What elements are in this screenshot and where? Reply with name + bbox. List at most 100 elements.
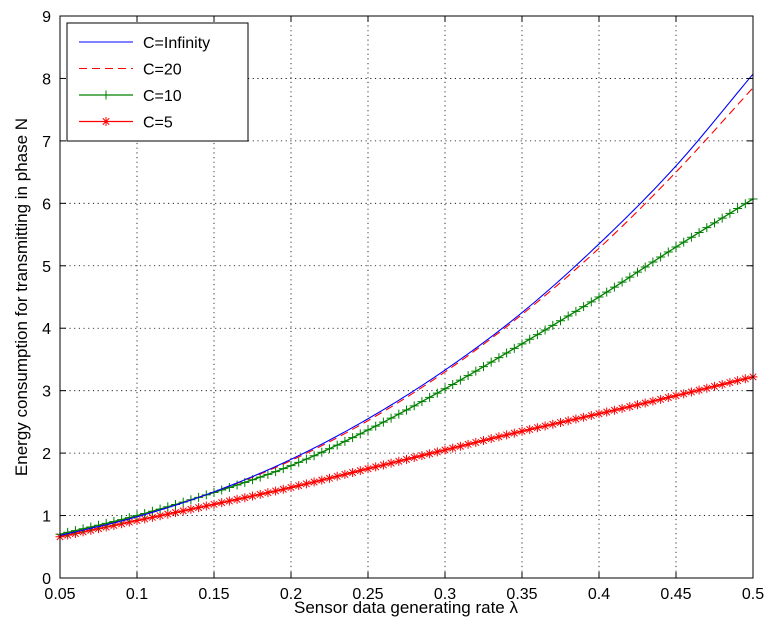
marker — [340, 436, 350, 446]
marker — [286, 461, 296, 471]
marker — [171, 507, 180, 517]
marker — [602, 287, 612, 297]
legend: C=Infinity C=20 C=10 C=5 — [66, 22, 249, 142]
marker — [378, 417, 388, 427]
marker — [594, 409, 604, 419]
x-tick-label: 0.4 — [588, 586, 610, 603]
marker — [432, 388, 442, 398]
marker — [694, 385, 704, 395]
marker — [532, 330, 542, 340]
marker — [525, 424, 535, 434]
marker — [117, 515, 127, 525]
marker — [325, 473, 334, 483]
marker — [733, 204, 743, 214]
marker — [602, 407, 612, 417]
marker — [409, 401, 419, 411]
marker — [594, 292, 604, 302]
marker — [371, 421, 381, 431]
legend-item-c-infinity: C=Infinity — [79, 35, 210, 52]
marker — [625, 402, 635, 412]
marker — [455, 441, 465, 451]
marker — [486, 434, 496, 444]
marker — [317, 475, 327, 485]
marker — [240, 493, 250, 503]
marker — [271, 467, 281, 477]
marker — [517, 339, 527, 349]
marker — [409, 452, 419, 462]
marker — [525, 334, 535, 344]
series-c-10 — [55, 194, 758, 539]
marker — [494, 432, 504, 442]
y-tick-label: 7 — [42, 134, 51, 151]
marker — [132, 516, 142, 526]
series-c-infinity — [59, 73, 754, 537]
marker — [263, 488, 273, 498]
marker — [178, 506, 188, 516]
marker — [402, 405, 411, 415]
marker — [463, 371, 473, 381]
marker — [425, 449, 435, 459]
marker — [217, 498, 227, 508]
marker — [625, 272, 635, 282]
marker — [455, 375, 465, 385]
marker — [271, 486, 281, 496]
marker — [517, 426, 527, 436]
x-tick-label: 0.1 — [126, 586, 148, 603]
marker — [717, 379, 727, 389]
marker — [278, 484, 288, 494]
marker — [494, 353, 504, 363]
legend-label: C=10 — [143, 88, 182, 105]
legend-item-c-5: C=5 — [79, 115, 173, 132]
marker — [124, 517, 134, 527]
marker — [671, 391, 681, 401]
marker — [147, 512, 157, 522]
marker — [417, 451, 427, 461]
marker — [363, 425, 373, 435]
marker — [656, 394, 666, 404]
marker — [348, 467, 358, 477]
marker — [502, 430, 512, 440]
x-axis-label: Sensor data generating rate λ — [294, 598, 518, 617]
marker — [309, 477, 319, 487]
marker — [378, 460, 388, 470]
marker — [686, 232, 696, 242]
marker — [440, 384, 450, 394]
marker — [348, 433, 358, 443]
y-tick-label: 6 — [42, 196, 51, 213]
marker — [686, 387, 696, 397]
marker — [609, 282, 619, 292]
y-axis-label: Energy consumption for transmitting in p… — [12, 118, 31, 476]
marker — [710, 218, 719, 228]
marker — [448, 443, 458, 453]
marker — [209, 499, 219, 509]
marker — [479, 436, 488, 446]
marker — [317, 447, 327, 457]
marker — [186, 504, 196, 514]
marker — [471, 437, 481, 447]
marker — [663, 393, 673, 403]
marker — [109, 516, 119, 526]
marker — [725, 208, 735, 218]
marker — [540, 421, 550, 431]
marker — [417, 397, 427, 407]
marker — [224, 496, 234, 506]
y-tick-label: 3 — [42, 384, 51, 401]
series-layer — [55, 73, 758, 542]
legend-marker — [101, 90, 111, 100]
marker — [394, 456, 404, 466]
marker — [94, 520, 103, 530]
marker — [486, 357, 496, 367]
marker — [340, 469, 350, 479]
marker — [509, 428, 519, 438]
marker — [640, 262, 650, 272]
marker — [248, 491, 257, 501]
marker — [363, 464, 373, 474]
marker — [355, 429, 365, 439]
axis-ticks: 0.05 0.1 0.15 0.2 0.25 0.3 0.35 0.4 0.45 0.5 0 1 2 3 4… — [42, 9, 764, 603]
marker — [563, 416, 573, 426]
marker — [301, 454, 311, 464]
marker — [556, 417, 565, 427]
marker — [648, 396, 658, 406]
marker — [201, 501, 211, 511]
